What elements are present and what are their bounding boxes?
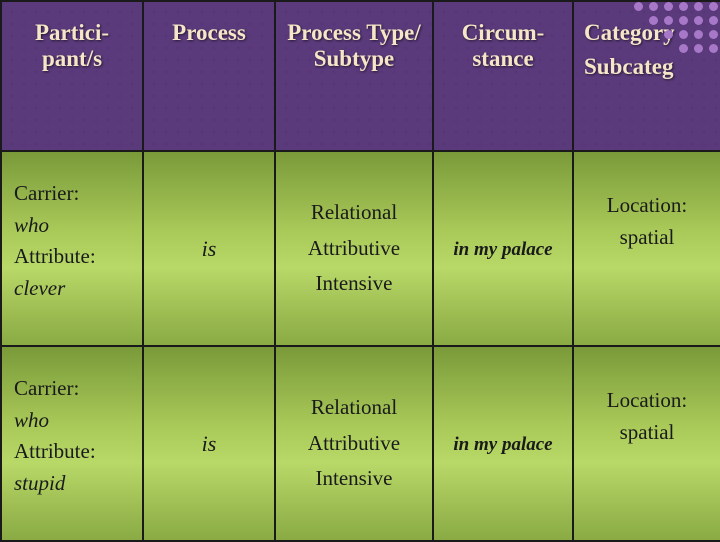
circumstance-cell: in my palace	[433, 151, 573, 346]
table-row: Carrier: who Attribute: clever is Relati…	[1, 151, 720, 346]
header-row: Partici-pant/s Process Process Type/ Sub…	[1, 1, 720, 151]
linguistics-table: Partici-pant/s Process Process Type/ Sub…	[0, 0, 720, 542]
participant-cell: Carrier: who Attribute: clever	[1, 151, 143, 346]
category-cell: Location: spatial	[573, 151, 720, 346]
subtype-line3: Intensive	[316, 271, 393, 295]
attribute-value: stupid	[14, 468, 134, 500]
header-category: Category Subcateg	[573, 1, 720, 151]
subtype-cell: Relational Attributive Intensive	[275, 346, 433, 541]
circumstance-value: in my palace	[453, 434, 552, 455]
attribute-label: Attribute:	[14, 436, 134, 468]
participant-cell: Carrier: who Attribute: stupid	[1, 346, 143, 541]
carrier-label: Carrier:	[14, 178, 134, 210]
process-cell: is	[143, 346, 275, 541]
carrier-label: Carrier:	[14, 373, 134, 405]
header-circumstance: Circum-stance	[433, 1, 573, 151]
subtype-cell: Relational Attributive Intensive	[275, 151, 433, 346]
subtype-line1: Relational	[311, 395, 397, 419]
header-process: Process	[143, 1, 275, 151]
header-category-main: Category	[584, 20, 675, 45]
category-line1: Location:	[607, 193, 687, 217]
process-value: is	[202, 431, 217, 456]
category-line1: Location:	[607, 388, 687, 412]
subtype-line1: Relational	[311, 200, 397, 224]
attribute-label: Attribute:	[14, 241, 134, 273]
subtype-line2: Attributive	[308, 236, 400, 260]
header-process-type: Process Type/ Subtype	[275, 1, 433, 151]
header-participants: Partici-pant/s	[1, 1, 143, 151]
process-cell: is	[143, 151, 275, 346]
header-category-sub: Subcateg	[584, 54, 712, 80]
category-line2: spatial	[620, 225, 675, 249]
category-cell: Location: spatial	[573, 346, 720, 541]
subtype-line3: Intensive	[316, 466, 393, 490]
process-value: is	[202, 236, 217, 261]
circumstance-cell: in my palace	[433, 346, 573, 541]
table-row: Carrier: who Attribute: stupid is Relati…	[1, 346, 720, 541]
subtype-line2: Attributive	[308, 431, 400, 455]
circumstance-value: in my palace	[453, 239, 552, 260]
carrier-value: who	[14, 210, 134, 242]
carrier-value: who	[14, 405, 134, 437]
category-line2: spatial	[620, 420, 675, 444]
attribute-value: clever	[14, 273, 134, 305]
